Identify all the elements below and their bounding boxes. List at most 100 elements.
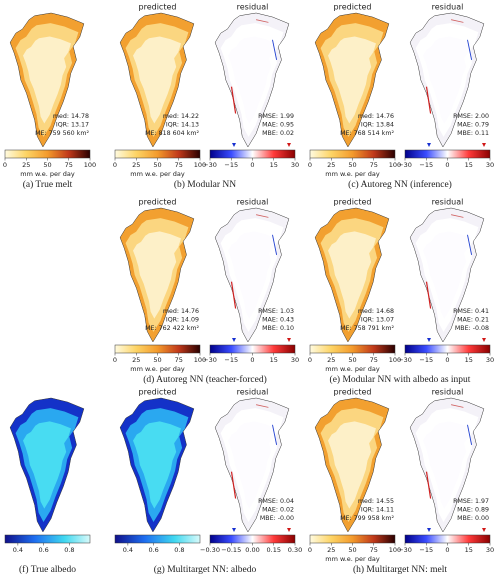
map-stat: ME: 768 514 km² [340,130,394,137]
colorbar-tick-label: −30 [398,356,412,364]
map-stat: MBE: 0.02 [262,130,294,137]
residual-streak [256,404,269,408]
map-title: residual [432,198,464,207]
colorbar-tick-label: 25 [132,161,140,169]
colorbar-tick-label: 50 [43,161,51,169]
map-stat: med: 14.78 [53,113,89,120]
colorbar-tick-label: 15 [270,161,278,169]
residual-streak [256,19,269,23]
colorbar-tick-label: −15 [419,546,433,554]
colorbar-tick-label: 25 [327,161,335,169]
colorbar-tick-label: 50 [348,356,356,364]
ice-interior [133,421,181,509]
colorbar-tick-label: 0.8 [174,546,184,554]
colorbar-tick-label: 100 [194,161,206,169]
colorbar-tick-label: 75 [370,161,378,169]
map-title: residual [237,198,269,207]
map-stat: med: 14.68 [358,308,394,315]
map-stat: RMSE: 2.00 [453,113,489,120]
map-title: residual [432,3,464,12]
map-title: predicted [139,3,177,12]
map-stat: ME: 758 791 km² [340,325,394,332]
map-stat: med: 14.76 [163,308,199,315]
residual-streak [425,86,432,114]
map-stat: RMSE: 1.03 [258,308,294,315]
residual-streak [272,424,278,445]
colorbar-label: mm w.e. per day [130,365,185,373]
colorbar-tick-label: −30 [203,356,217,364]
map-stat: med: 14.22 [163,113,199,120]
colorbar [309,149,396,159]
map-title: predicted [139,198,177,207]
ice-interior [328,36,376,124]
ice-interior [423,36,471,124]
marker [232,143,236,147]
map-title: residual [237,3,269,12]
colorbar-tick-label: 25 [22,161,30,169]
colorbar-tick-label: 75 [175,161,183,169]
marker [427,528,431,532]
residual-streak [467,39,473,60]
colorbar-tick-label: 0 [308,546,312,554]
colorbar-tick-label: −30 [398,161,412,169]
map-stat: ME: 759 560 km² [35,130,89,137]
map-title: residual [432,388,464,397]
marker [287,528,291,532]
residual-streak [451,19,464,23]
colorbar-tick-label: 0.15 [267,546,281,554]
colorbar [114,149,201,159]
caption: (b) Modular NN [174,179,236,190]
caption: (a) True melt [23,179,73,190]
map-stat: MBE: 0.10 [262,325,294,332]
map-stat: MAE: 0.89 [457,507,489,514]
ice-interior [423,231,471,319]
residual-streak [451,404,464,408]
colorbar-tick-label: 0.6 [148,546,158,554]
colorbar-tick-label: 50 [153,161,161,169]
colorbar-tick-label: 0 [445,356,449,364]
colorbar-label: mm w.e. per day [325,365,380,373]
colorbar-tick-label: −30 [203,161,217,169]
map-stat: IQR: 14.13 [166,122,199,129]
map-stat: ME: 762 422 km² [145,325,199,332]
colorbar-tick-label: 30 [291,356,299,364]
colorbar-tick-label: 0 [250,356,254,364]
colorbar-tick-label: 15 [465,161,473,169]
colorbar-tick-label: 100 [389,546,401,554]
ice-interior [328,231,376,319]
marker [482,528,486,532]
map-stat: MBE: 0.00 [457,515,489,522]
colorbar [114,534,201,544]
colorbar-tick-label: 0.30 [288,546,302,554]
colorbar-tick-label: 0.00 [245,546,259,554]
caption: (c) Autoreg NN (inference) [348,179,452,190]
map-stat: MBE: -0.08 [455,325,489,332]
colorbar-tick-label: 25 [132,356,140,364]
caption: (d) Autoreg NN (teacher-forced) [143,374,267,385]
map-title: predicted [139,388,177,397]
map-stat: MBE: -0.00 [260,515,294,522]
ice-interior [133,231,181,319]
caption: (g) Multitarget NN: albedo [154,564,257,575]
marker [482,143,486,147]
ice-interior [423,421,471,509]
map-stat: RMSE: 1.99 [258,113,294,120]
colorbar [404,534,491,544]
colorbar-tick-label: 75 [370,546,378,554]
colorbar-label: mm w.e. per day [20,170,75,178]
residual-streak [451,214,464,218]
colorbar-tick-label: 15 [270,356,278,364]
map-stat: RMSE: 0.04 [258,498,294,505]
colorbar-tick-label: −0.15 [221,546,241,554]
map-stat: RMSE: 0.41 [453,308,489,315]
colorbar-tick-label: 50 [348,161,356,169]
caption: (e) Modular NN with albedo as input [330,374,471,385]
map-stat: IQR: 13.07 [361,317,394,324]
ice-interior [228,36,276,124]
residual-streak [230,86,237,114]
colorbar-tick-label: 100 [194,356,206,364]
colorbar-tick-label: 0 [308,161,312,169]
residual-streak [272,234,278,255]
map-stat: MAE: 0.21 [457,317,489,324]
colorbar [4,149,91,159]
